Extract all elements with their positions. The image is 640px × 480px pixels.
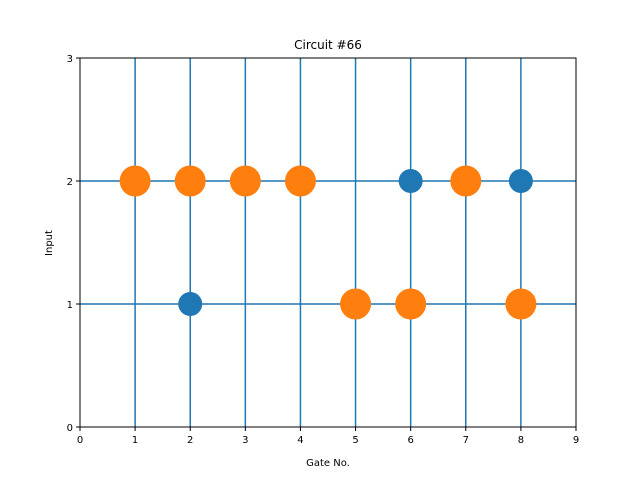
x-tick-label: 3 — [242, 435, 248, 446]
y-tick-label: 0 — [67, 423, 73, 434]
x-tick-label: 6 — [407, 435, 413, 446]
y-tick-label: 1 — [67, 300, 73, 311]
gate-marker — [178, 292, 203, 316]
gate-marker — [229, 165, 261, 197]
y-axis-label: Input — [44, 230, 55, 256]
x-tick-label: 5 — [352, 435, 358, 446]
gate-markers — [119, 165, 537, 320]
y-axis-ticks: 0 1 2 3 — [67, 54, 80, 434]
plot-frame — [79, 57, 577, 428]
x-tick-label: 0 — [77, 435, 83, 446]
gate-marker — [284, 165, 316, 197]
x-axis-label: Gate No. — [306, 458, 350, 469]
gate-marker — [395, 288, 427, 320]
gate-marker — [174, 165, 206, 197]
x-tick-label: 9 — [573, 435, 579, 446]
wire-lines — [80, 58, 576, 427]
x-tick-label: 7 — [463, 435, 469, 446]
gate-marker — [340, 288, 372, 320]
gate-marker — [505, 288, 537, 320]
x-tick-label: 1 — [132, 435, 138, 446]
y-tick-label: 2 — [67, 177, 73, 188]
x-tick-label: 8 — [518, 435, 524, 446]
x-tick-label: 4 — [297, 435, 303, 446]
y-tick-label: 3 — [67, 54, 73, 65]
gate-marker — [398, 169, 423, 193]
x-axis-ticks: 0 1 2 3 4 5 6 7 8 9 — [77, 427, 579, 446]
gate-marker — [450, 165, 482, 197]
chart-title: Circuit #66 — [294, 38, 362, 52]
gate-marker — [508, 169, 533, 193]
x-tick-label: 2 — [187, 435, 193, 446]
gate-marker — [119, 165, 151, 197]
